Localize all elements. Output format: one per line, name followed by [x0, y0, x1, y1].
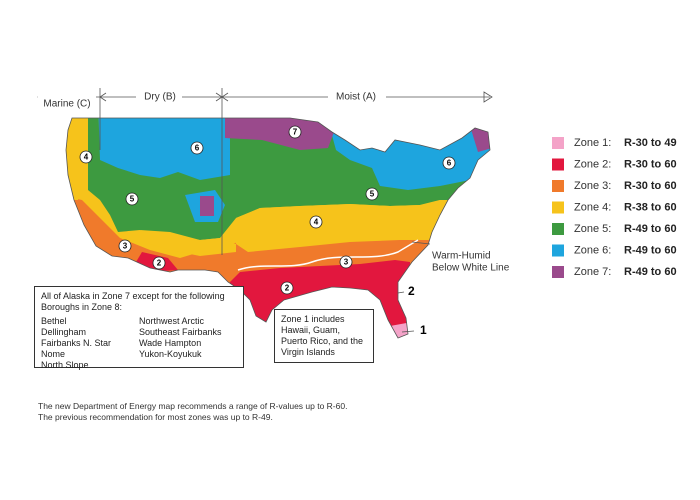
legend: Zone 1: R-30 to 49 Zone 2: R-30 to 60 Zone 3…	[552, 137, 677, 278]
zone-marker	[118, 239, 132, 253]
pointer-line	[401, 330, 415, 333]
zone-area	[236, 200, 440, 252]
borough-column: Northwest Arctic Southeast Fairbanks Wade …	[139, 316, 237, 371]
borough-columns: Bethel Dellingham Fairbanks N. Star Nome Nor…	[41, 316, 237, 371]
warm-humid-boundary	[237, 239, 419, 271]
zone-number-outside: 2	[408, 284, 415, 298]
legend-r-value: R-30 to 49	[624, 137, 677, 149]
legend-r-value: R-49 to 60	[624, 223, 677, 235]
us-outline	[65, 117, 491, 339]
warm-humid-line	[237, 239, 419, 271]
zone-area	[225, 118, 334, 150]
legend-swatch	[552, 223, 564, 235]
arrow-head	[99, 92, 107, 102]
arrow-head	[483, 91, 493, 103]
zone-marker	[365, 187, 379, 201]
warm-humid-label: Warm-Humid	[432, 251, 491, 262]
zone1-text: Zone 1 includes Hawaii, Guam, Puerto Ric…	[281, 314, 364, 357]
legend-zone: Zone 1:	[574, 137, 611, 149]
legend-swatch	[552, 137, 564, 149]
legend-r-value: R-30 to 60	[624, 180, 677, 192]
legend-swatch	[552, 244, 564, 257]
legend-zone: Zone 7:	[574, 266, 611, 278]
legend-r-value: R-49 to 60	[624, 266, 677, 278]
legend-zone: Zone 4:	[574, 201, 611, 213]
climate-label: Marine (C)	[43, 99, 90, 110]
pointer-line	[397, 291, 405, 294]
borough: Bethel	[41, 316, 67, 326]
legend-swatch	[552, 201, 564, 214]
zone-number: 6	[447, 159, 452, 168]
zone-area	[140, 230, 236, 256]
legend-zone: Zone 2:	[574, 158, 611, 170]
zone-number-labels: 7 6 6 4 5 5 4 3 3 2 2 2 1	[79, 125, 456, 337]
zone-marker	[339, 255, 353, 269]
warm-humid-label: Below White Line	[432, 263, 510, 274]
legend-zone: Zone 5:	[574, 223, 611, 235]
arrow-head	[221, 92, 229, 102]
legend-r-value: R-38 to 60	[624, 201, 677, 213]
legend-zone: Zone 3:	[574, 180, 611, 192]
climate-labels: Marine (C) Dry (B) Moist (A) Warm-Humid …	[38, 90, 510, 274]
borough: Dellingham	[41, 327, 87, 337]
zone-marker	[442, 156, 456, 170]
footnote-line: The previous recommendation for most zon…	[38, 412, 273, 422]
footnote-line: The new Department of Energy map recomme…	[38, 401, 348, 411]
label-bg	[328, 90, 386, 104]
legend-zone: Zone 6:	[574, 244, 611, 256]
legend-swatch	[552, 266, 564, 278]
zone-marker	[152, 256, 166, 270]
borough: Nome	[41, 349, 66, 359]
legend-swatch	[552, 180, 564, 192]
zone-number-outside: 1	[420, 323, 427, 337]
climate-label: Dry (B)	[144, 92, 176, 103]
zone-marker	[190, 141, 204, 155]
zone-marker	[288, 125, 302, 139]
borough: Fairbanks N. Star	[41, 338, 112, 348]
zone-marker	[125, 192, 139, 206]
zone-area	[98, 118, 230, 180]
zone-number: 7	[293, 128, 298, 137]
zone-number: 4	[84, 153, 89, 162]
zone-number: 2	[285, 284, 290, 293]
borough: Southeast Fairbanks	[139, 327, 222, 337]
legend-r-value: R-49 to 60	[624, 244, 677, 256]
borough-column: Bethel Dellingham Fairbanks N. Star Nome Nor…	[41, 316, 139, 371]
alaska-heading: All of Alaska in Zone 7 except for the f…	[41, 291, 225, 312]
zone-marker	[280, 281, 294, 295]
climate-label: Moist (A)	[336, 92, 376, 103]
zone-number: 4	[314, 218, 319, 227]
borough: North Slope	[41, 360, 89, 370]
zone-number: 2	[157, 259, 162, 268]
zone1-note: Zone 1 includes Hawaii, Guam, Puerto Ric…	[274, 309, 374, 363]
alaska-note: All of Alaska in Zone 7 except for the f…	[34, 286, 244, 371]
footnote: The new Department of Energy map recomme…	[38, 401, 347, 423]
zone-number: 5	[130, 195, 135, 204]
zone-area	[200, 196, 214, 216]
legend-swatch	[552, 158, 564, 171]
zone-number: 3	[344, 258, 349, 267]
pointer-line	[411, 241, 431, 245]
zone-number: 3	[123, 242, 128, 251]
legend-r-value: R-30 to 60	[624, 158, 677, 170]
zone-number: 5	[370, 190, 375, 199]
borough: Wade Hampton	[139, 338, 202, 348]
label-bg	[38, 90, 96, 104]
label-bg	[136, 90, 182, 104]
zone-area	[390, 322, 412, 338]
borough: Northwest Arctic	[139, 316, 205, 326]
borough: Yukon-Koyukuk	[139, 349, 202, 359]
zone-marker	[309, 215, 323, 229]
zone-marker	[79, 150, 93, 164]
zone-number: 6	[195, 144, 200, 153]
